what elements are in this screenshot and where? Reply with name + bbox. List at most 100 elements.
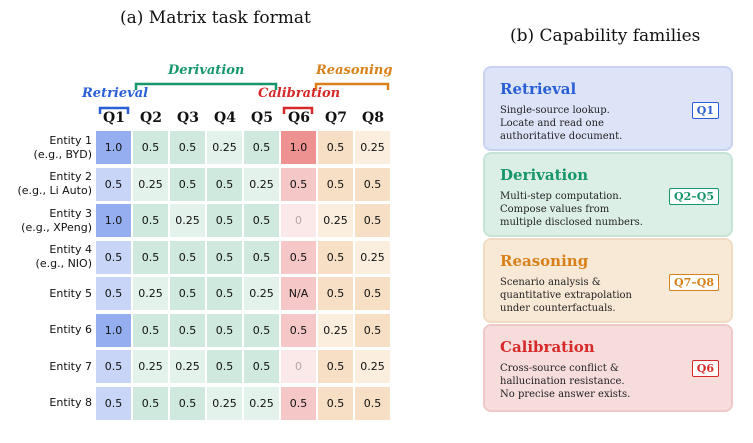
matrix-cell: 0.5 <box>318 167 353 201</box>
matrix-cell: 0.5 <box>207 277 242 310</box>
row-label: Entity 7 <box>49 359 92 373</box>
column-header-q8: Q8 <box>362 110 384 126</box>
matrix-cell: 0.25 <box>244 277 279 310</box>
matrix-cell: 0.25 <box>133 167 168 201</box>
matrix-cell: 0.25 <box>355 350 390 383</box>
matrix-cell: 0.25 <box>207 386 242 420</box>
matrix-cell: 0.5 <box>355 277 390 310</box>
matrix-cell: 0.5 <box>207 167 242 201</box>
matrix-cell: 0.5 <box>281 240 316 274</box>
column-header-q5: Q5 <box>251 110 273 126</box>
matrix-cell: 0.25 <box>207 131 242 164</box>
card-badge-derivation: Q2–Q5 <box>669 188 719 205</box>
family-brackets <box>98 82 390 114</box>
column-header-q2: Q2 <box>140 110 162 126</box>
matrix-cell: 0.5 <box>207 204 242 237</box>
matrix-cell: 0.5 <box>244 240 279 274</box>
matrix-cell: 0.5 <box>133 313 168 347</box>
matrix-cell: 0.5 <box>318 350 353 383</box>
matrix-cell: 0.5 <box>281 313 316 347</box>
matrix-cell: 0.5 <box>355 167 390 201</box>
matrix-cell: 0.5 <box>133 204 168 237</box>
card-derivation: Derivation Multi-step computation. Compo… <box>483 152 733 237</box>
reasoning-bracket <box>314 82 390 90</box>
matrix-cell: 0.5 <box>318 240 353 274</box>
matrix-cell: 0.5 <box>170 167 205 201</box>
matrix-cell: 0.5 <box>133 386 168 420</box>
card-calibration: Calibration Cross-source conflict & hall… <box>483 324 733 412</box>
matrix-cell: 0 <box>281 350 316 383</box>
matrix-cell: 0.5 <box>244 313 279 347</box>
matrix-cell: 0.5 <box>207 240 242 274</box>
card-title-calibration: Calibration <box>500 338 595 356</box>
matrix-cell: 0.5 <box>281 167 316 201</box>
matrix-cell: 0.5 <box>244 131 279 164</box>
matrix-cell: 0.25 <box>170 204 205 237</box>
retrieval-bracket <box>98 106 130 114</box>
card-title-retrieval: Retrieval <box>500 80 577 98</box>
card-desc-retrieval: Single-source lookup. Locate and read on… <box>500 105 623 142</box>
matrix-cell: 0.5 <box>133 131 168 164</box>
row-label: Entity 1 (e.g., BYD) <box>33 133 92 161</box>
matrix-cell: 0 <box>281 204 316 237</box>
row-label: Entity 2 (e.g., Li Auto) <box>17 170 92 197</box>
matrix-cell: 0.5 <box>244 350 279 383</box>
column-header-q7: Q7 <box>325 110 347 126</box>
matrix-cell: 0.5 <box>207 350 242 383</box>
matrix-cell: 0.5 <box>96 167 131 201</box>
matrix-cell: 0.5 <box>355 204 390 237</box>
family-label-calibration: Calibration <box>258 86 341 101</box>
matrix-cell: 0.5 <box>244 204 279 237</box>
matrix-cell: 0.25 <box>133 277 168 310</box>
matrix-cell: 0.5 <box>170 277 205 310</box>
row-label: Entity 8 <box>49 396 92 409</box>
card-badge-retrieval: Q1 <box>691 102 719 119</box>
matrix-cell: 0.5 <box>96 350 131 383</box>
matrix-cell: 1.0 <box>96 204 131 237</box>
matrix-cell: 0.5 <box>96 386 131 420</box>
card-title-reasoning: Reasoning <box>500 252 589 270</box>
column-header-q4: Q4 <box>214 110 236 126</box>
matrix-cell: 0.5 <box>170 131 205 164</box>
matrix-cell: 0.25 <box>318 204 353 237</box>
row-label: Entity 4 (e.g., NIO) <box>35 243 92 270</box>
matrix-cell: 0.5 <box>207 313 242 347</box>
derivation-bracket <box>134 82 278 90</box>
matrix-cell: 0.5 <box>318 386 353 420</box>
matrix-cell: 0.25 <box>244 167 279 201</box>
family-label-retrieval: Retrieval <box>82 86 149 101</box>
card-title-derivation: Derivation <box>500 166 589 184</box>
matrix-cell: 0.25 <box>170 350 205 383</box>
matrix-cell: 0.5 <box>96 240 131 274</box>
family-label-derivation: Derivation <box>168 63 245 78</box>
matrix-cell: 0.25 <box>318 313 353 347</box>
card-badge-calibration: Q6 <box>691 360 719 377</box>
matrix-cell: 0.5 <box>96 277 131 310</box>
matrix-cell: 0.5 <box>170 313 205 347</box>
matrix-cell: 0.25 <box>244 386 279 420</box>
matrix-panel-title: (a) Matrix task format <box>120 8 311 28</box>
card-desc-calibration: Cross-source conflict & hallucination re… <box>500 363 631 400</box>
matrix-cell: 0.25 <box>133 350 168 383</box>
matrix-cell: 1.0 <box>96 131 131 164</box>
matrix-cell: N/A <box>281 277 316 310</box>
matrix-cell: 0.25 <box>355 240 390 274</box>
card-desc-derivation: Multi-step computation. Compose values f… <box>500 191 643 228</box>
matrix-cell: 0.5 <box>318 277 353 310</box>
matrix-cell: 0.5 <box>170 386 205 420</box>
matrix-cell: 0.5 <box>355 313 390 347</box>
column-header-q3: Q3 <box>177 110 199 126</box>
matrix-cell: 0.5 <box>133 240 168 274</box>
calibration-bracket <box>282 106 314 114</box>
column-header-q1: Q1 <box>103 110 125 126</box>
card-badge-reasoning: Q7–Q8 <box>669 274 719 291</box>
matrix-cell: 0.5 <box>281 386 316 420</box>
card-reasoning: Reasoning Scenario analysis & quantitati… <box>483 238 733 323</box>
matrix-cell: 0.25 <box>355 131 390 164</box>
matrix-cell: 0.5 <box>355 386 390 420</box>
matrix-cell: 1.0 <box>281 131 316 164</box>
matrix-cell: 0.5 <box>318 131 353 164</box>
column-header-q6: Q6 <box>288 110 310 126</box>
matrix-cell: 1.0 <box>96 313 131 347</box>
row-label: Entity 6 <box>49 323 92 336</box>
